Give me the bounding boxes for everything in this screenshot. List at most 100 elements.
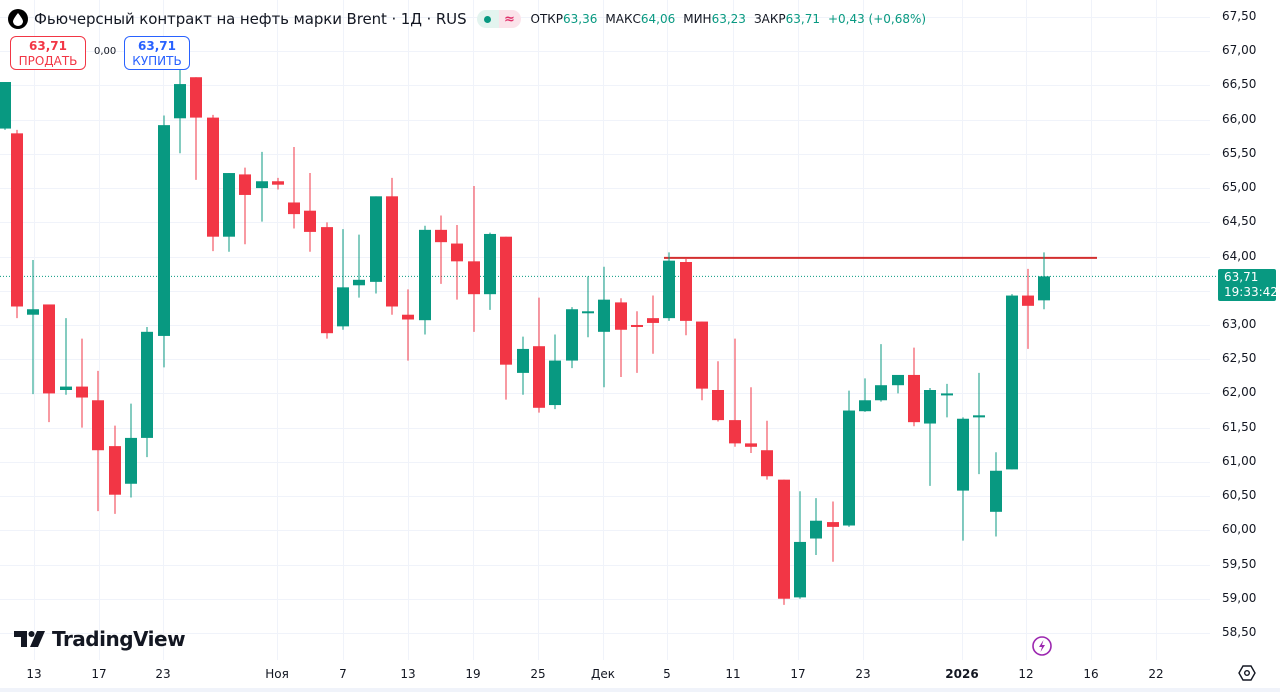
candle bbox=[272, 177, 284, 190]
close-label: ЗАКР bbox=[753, 12, 786, 26]
tradingview-logo-text: TradingView bbox=[52, 627, 186, 651]
price-tick-label: 65,00 bbox=[1222, 180, 1257, 195]
candle bbox=[1022, 268, 1034, 349]
candle bbox=[256, 151, 268, 222]
ohlc-values: ОТКР63,36 МАКС64,06 МИН63,23 ЗАКР63,71 +… bbox=[531, 12, 927, 26]
candle bbox=[174, 68, 186, 154]
price-tick-label: 67,00 bbox=[1222, 43, 1257, 58]
last-price-tag: 63,71 19:33:42 bbox=[1218, 269, 1278, 301]
candle bbox=[11, 129, 23, 319]
bar-countdown: 19:33:42 bbox=[1224, 285, 1278, 299]
market-status[interactable]: ≈ bbox=[476, 10, 521, 28]
candle bbox=[500, 236, 512, 400]
candle bbox=[109, 425, 121, 514]
candle bbox=[239, 167, 251, 245]
open-value: 63,36 bbox=[563, 12, 598, 26]
open-label: ОТКР bbox=[530, 12, 564, 26]
candle bbox=[141, 327, 153, 458]
sell-button[interactable]: 63,71 ПРОДАТЬ bbox=[10, 36, 86, 70]
candle bbox=[451, 225, 463, 300]
time-tick-label: 23 bbox=[855, 667, 871, 681]
candle bbox=[761, 420, 773, 480]
candle bbox=[582, 276, 594, 338]
candle bbox=[190, 77, 202, 180]
low-value: 63,23 bbox=[711, 12, 746, 26]
candle bbox=[745, 387, 757, 453]
candle bbox=[973, 372, 985, 475]
sell-label: ПРОДАТЬ bbox=[18, 54, 78, 68]
buy-button[interactable]: 63,71 КУПИТЬ bbox=[124, 36, 190, 70]
price-tick-label: 64,00 bbox=[1222, 248, 1257, 263]
candles bbox=[0, 68, 1050, 605]
candle bbox=[517, 336, 529, 395]
tradingview-logo[interactable]: TradingView bbox=[14, 627, 186, 651]
candle bbox=[304, 173, 316, 252]
candle bbox=[794, 491, 806, 599]
price-tick-label: 61,50 bbox=[1222, 419, 1257, 434]
candle bbox=[1006, 294, 1018, 470]
buy-label: КУПИТЬ bbox=[132, 54, 182, 68]
spread-value: 0,00 bbox=[94, 46, 117, 57]
candle bbox=[729, 338, 741, 447]
candle bbox=[419, 225, 431, 335]
price-tick-label: 64,50 bbox=[1222, 214, 1257, 229]
candle bbox=[43, 304, 55, 423]
candle bbox=[680, 257, 692, 336]
candle bbox=[484, 232, 496, 310]
candle bbox=[549, 334, 561, 410]
candle bbox=[908, 347, 920, 427]
candle bbox=[712, 361, 724, 422]
time-tick-label: 17 bbox=[790, 667, 806, 681]
time-tick-label: 17 bbox=[91, 667, 107, 681]
time-tick-label: 2026 bbox=[945, 667, 979, 681]
candle bbox=[859, 378, 871, 412]
time-tick-label: 16 bbox=[1083, 667, 1099, 681]
candle bbox=[92, 370, 104, 512]
candle bbox=[402, 289, 414, 361]
candle bbox=[631, 311, 643, 373]
candle bbox=[60, 318, 72, 395]
lightning-icon[interactable] bbox=[1031, 635, 1053, 661]
candle bbox=[941, 383, 953, 418]
time-tick-label: 11 bbox=[725, 667, 741, 681]
high-label: МАКС bbox=[605, 12, 641, 26]
buy-price: 63,71 bbox=[138, 39, 176, 53]
price-tick-label: 58,50 bbox=[1222, 624, 1257, 639]
price-tick-label: 62,00 bbox=[1222, 385, 1257, 400]
candle bbox=[647, 295, 659, 354]
candle bbox=[27, 259, 39, 395]
market-open-dot-icon bbox=[476, 10, 499, 28]
candle bbox=[223, 173, 235, 252]
settings-icon[interactable] bbox=[1238, 664, 1256, 686]
candle bbox=[957, 417, 969, 541]
candle bbox=[924, 387, 936, 486]
time-tick-label: Дек bbox=[590, 667, 616, 681]
candle bbox=[810, 498, 822, 555]
candle bbox=[321, 222, 333, 339]
candle bbox=[435, 215, 447, 284]
candle bbox=[288, 147, 300, 229]
time-tick-label: 19 bbox=[465, 667, 481, 681]
candle bbox=[76, 338, 88, 428]
candle bbox=[990, 452, 1002, 537]
candle bbox=[663, 252, 675, 321]
time-tick-label: 5 bbox=[663, 667, 671, 681]
candle bbox=[353, 234, 365, 298]
candle bbox=[125, 403, 137, 498]
candle bbox=[778, 479, 790, 605]
price-tick-label: 67,50 bbox=[1222, 9, 1257, 23]
low-label: МИН bbox=[683, 12, 712, 26]
time-tick-label: Ноя bbox=[265, 667, 289, 681]
tradingview-logo-icon bbox=[14, 631, 45, 647]
price-tick-label: 61,00 bbox=[1222, 453, 1257, 468]
chart-legend: Фьючерсный контракт на нефть марки Brent… bbox=[8, 8, 926, 30]
sell-price: 63,71 bbox=[29, 39, 67, 53]
candle bbox=[207, 114, 219, 252]
price-tick-label: 60,50 bbox=[1222, 488, 1257, 503]
candle bbox=[598, 266, 610, 388]
candle bbox=[337, 229, 349, 330]
candle bbox=[615, 298, 627, 377]
symbol-title[interactable]: Фьючерсный контракт на нефть марки Brent… bbox=[34, 10, 467, 28]
close-value: 63,71 bbox=[785, 12, 820, 26]
